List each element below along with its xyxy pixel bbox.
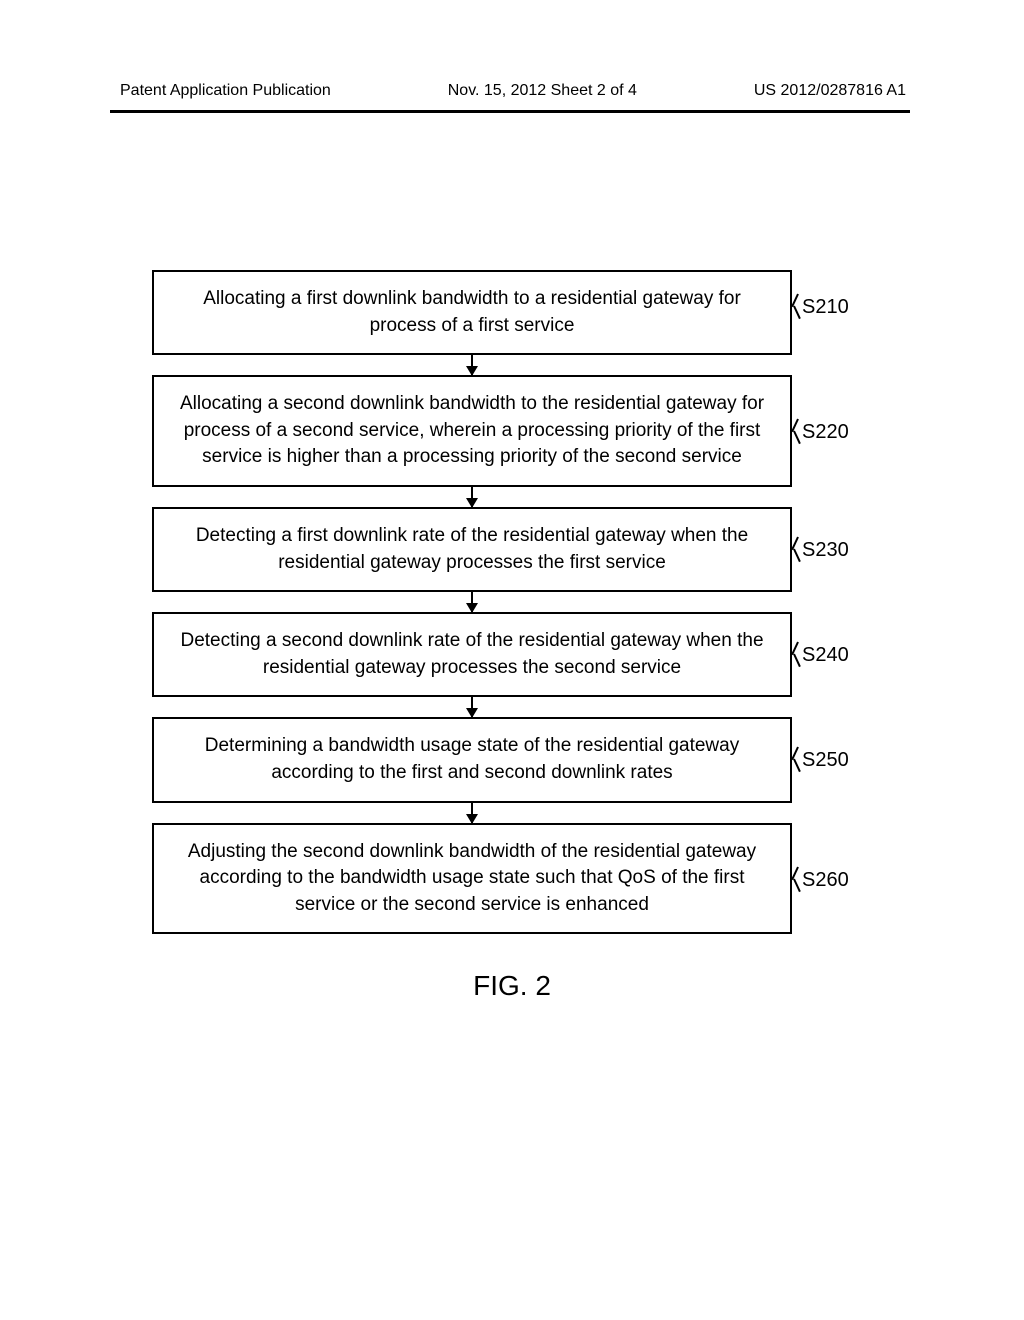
flowchart-box-s210: Allocating a first downlink bandwidth to… <box>152 270 792 355</box>
step-label-s230: S230 <box>802 539 849 562</box>
flowchart-box-s220: Allocating a second downlink bandwidth t… <box>152 375 792 487</box>
step-label-s240: S240 <box>802 644 849 667</box>
flowchart-box-s250: Determining a bandwidth usage state of t… <box>152 717 792 802</box>
flowchart-box-s260: Adjusting the second downlink bandwidth … <box>152 823 792 935</box>
step-label-s250: S250 <box>802 749 849 772</box>
header-divider <box>110 110 910 113</box>
arrow-down-icon <box>471 592 473 612</box>
header-right: US 2012/0287816 A1 <box>754 82 906 100</box>
header-left: Patent Application Publication <box>120 82 331 100</box>
header-center: Nov. 15, 2012 Sheet 2 of 4 <box>448 82 637 100</box>
arrow-down-icon <box>471 697 473 717</box>
figure-label: FIG. 2 <box>0 970 1024 1002</box>
flowchart-diagram: Allocating a first downlink bandwidth to… <box>152 270 792 934</box>
flowchart-box-s240: Detecting a second downlink rate of the … <box>152 612 792 697</box>
arrow-down-icon <box>471 803 473 823</box>
flowchart-box-s230: Detecting a first downlink rate of the r… <box>152 507 792 592</box>
step-label-s210: S210 <box>802 296 849 319</box>
arrow-down-icon <box>471 355 473 375</box>
step-label-s260: S260 <box>802 869 849 892</box>
page-header: Patent Application Publication Nov. 15, … <box>0 82 1024 100</box>
step-label-s220: S220 <box>802 421 849 444</box>
arrow-down-icon <box>471 487 473 507</box>
